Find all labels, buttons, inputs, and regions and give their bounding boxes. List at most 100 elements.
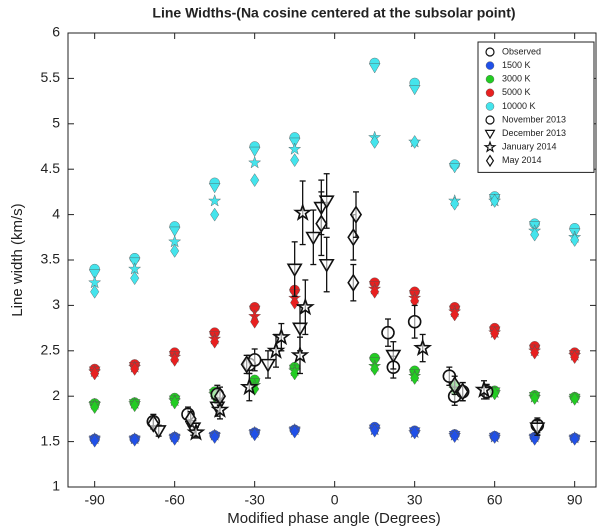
legend-box	[477, 41, 595, 173]
model-point	[410, 371, 420, 385]
legend-marker	[485, 88, 495, 98]
model-point	[370, 284, 380, 299]
model-point	[530, 345, 540, 360]
model-point	[130, 271, 140, 286]
x-tick-label: 90	[567, 492, 583, 508]
model-point	[490, 430, 500, 444]
model-point	[368, 63, 381, 74]
legend-marker	[485, 115, 495, 125]
model-point	[290, 295, 300, 310]
model-point	[530, 227, 540, 242]
model-point	[570, 233, 580, 247]
model-point	[250, 427, 260, 442]
legend-marker	[485, 102, 495, 111]
x-tick-label: -90	[85, 492, 105, 508]
legend-label: 1500 K	[502, 60, 531, 70]
model-point	[450, 196, 460, 211]
model-point	[250, 173, 260, 187]
observed-point	[286, 263, 303, 278]
model-point	[250, 314, 260, 329]
legend-label: December 2013	[502, 128, 566, 138]
model-point	[90, 433, 100, 448]
model-point	[448, 163, 461, 174]
observed-point	[448, 376, 461, 395]
observed-point	[239, 377, 259, 396]
model-point	[170, 432, 180, 446]
y-tick-label: 5	[52, 115, 60, 131]
y-tick-label: 1.5	[41, 432, 61, 448]
observed-point	[315, 214, 328, 233]
model-point	[170, 353, 180, 367]
y-tick-label: 1	[52, 478, 60, 494]
model-point	[290, 153, 300, 167]
legend-marker	[485, 61, 495, 70]
model-point	[570, 432, 580, 446]
model-point	[288, 142, 302, 155]
observed-point	[186, 422, 206, 441]
y-tick-label: 5.5	[41, 69, 61, 85]
observed-point	[147, 414, 160, 433]
observed-point	[292, 322, 308, 337]
x-tick-label: 0	[331, 492, 339, 508]
model-point	[570, 350, 580, 365]
observed-point	[295, 297, 315, 316]
observed-point	[210, 399, 230, 418]
observed-point	[260, 358, 276, 373]
model-point	[208, 183, 221, 194]
observed-point	[318, 195, 335, 210]
model-point	[90, 284, 100, 299]
y-tick-label: 6	[52, 24, 60, 40]
x-axis-label: Modified phase angle (Degrees)	[227, 510, 440, 527]
model-point	[530, 391, 540, 405]
legend-label: 10000 K	[502, 101, 536, 111]
x-tick-label: 30	[407, 492, 423, 508]
model-point	[168, 226, 181, 237]
legend-marker	[483, 140, 497, 153]
model-point	[130, 432, 140, 447]
observed-point	[293, 202, 313, 221]
y-tick-label: 2.5	[41, 342, 61, 358]
observed-point	[381, 325, 395, 340]
y-tick-label: 4.5	[41, 160, 61, 176]
observed-point	[413, 338, 433, 357]
legend-label: January 2014	[502, 142, 557, 152]
model-point	[490, 326, 500, 341]
observed-point	[456, 382, 469, 401]
model-point	[210, 334, 220, 349]
observed-point	[474, 379, 494, 398]
chart-title: Line Widths-(Na cosine centered at the s…	[152, 5, 515, 21]
observed-point	[184, 409, 197, 429]
y-axis-label: Line width (km/s)	[9, 203, 26, 316]
x-tick-label: -30	[245, 492, 265, 508]
model-point	[370, 423, 380, 438]
legend-marker	[484, 129, 496, 140]
legend-label: November 2013	[502, 114, 566, 124]
model-point	[90, 366, 100, 381]
model-point	[408, 85, 421, 96]
model-point	[450, 307, 460, 322]
model-point	[370, 362, 380, 376]
observed-point	[529, 422, 546, 437]
observed-point	[240, 355, 253, 374]
observed-point	[347, 273, 360, 292]
legend-label: May 2014	[502, 155, 542, 165]
model-point	[530, 432, 540, 446]
legend-marker	[485, 47, 495, 57]
model-point	[210, 430, 220, 444]
model-point	[248, 146, 261, 157]
model-point	[90, 400, 100, 414]
model-point	[570, 392, 580, 406]
model-point	[370, 135, 380, 149]
model-point	[450, 429, 460, 444]
model-point	[290, 424, 300, 439]
model-point	[88, 269, 101, 280]
model-point	[410, 135, 420, 149]
observed-point	[349, 205, 363, 224]
model-point	[170, 395, 180, 410]
model-point	[490, 194, 500, 208]
y-tick-label: 2	[52, 387, 60, 403]
legend-label: 3000 K	[502, 74, 531, 84]
model-point	[208, 194, 222, 207]
x-tick-label: 60	[487, 492, 503, 508]
